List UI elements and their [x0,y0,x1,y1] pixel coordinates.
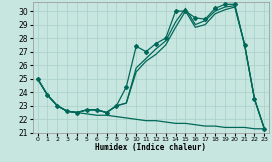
X-axis label: Humidex (Indice chaleur): Humidex (Indice chaleur) [95,143,206,152]
